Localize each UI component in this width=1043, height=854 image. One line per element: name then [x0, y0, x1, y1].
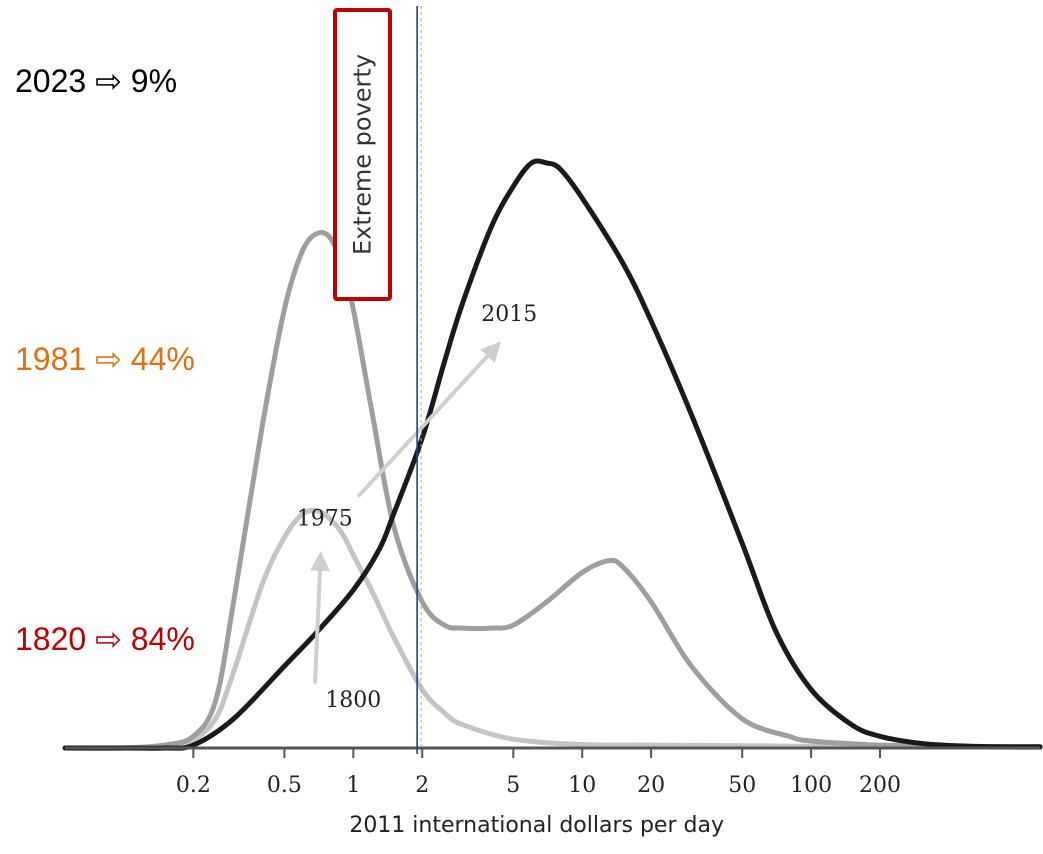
x-tick-label: 20 [637, 773, 665, 798]
series-layer [62, 158, 1043, 751]
stat-1820: 1820 ⇨ 84% [15, 621, 195, 657]
x-tick-label: 0.5 [267, 773, 302, 798]
x-tick-label: 2 [415, 773, 429, 798]
x-tick-label: 200 [859, 773, 901, 798]
x-tick-label: 1 [346, 773, 360, 798]
series-line-1975 [62, 230, 1043, 751]
series-line-1800 [62, 507, 1043, 751]
x-axis: 0.2 0.5 1 2 5 10 20 50 100 200 2011 international … [65, 746, 1040, 838]
series-line-2015 [62, 158, 1043, 751]
x-tick-label: 100 [790, 773, 832, 798]
growth-arrow [356, 341, 502, 498]
x-axis-title: 2011 international dollars per day [349, 813, 724, 838]
year-label-1975: 1975 [297, 507, 353, 532]
poverty-label-box [333, 8, 392, 301]
year-label-1800: 1800 [325, 688, 381, 713]
x-tick-label: 5 [506, 773, 520, 798]
side-stats: 2023 ⇨ 9% 1981 ⇨ 44% 1820 ⇨ 84% [15, 63, 195, 657]
poverty-label: Extreme poverty [349, 54, 377, 255]
year-label-2015: 2015 [481, 302, 537, 327]
x-tick-label: 0.2 [176, 773, 211, 798]
growth-arrow [309, 550, 330, 684]
poverty-line-group: Extreme poverty [333, 6, 422, 754]
x-tick-label: 10 [568, 773, 596, 798]
x-tick-label: 50 [728, 773, 756, 798]
annotations: 1800 1975 2015 [297, 302, 538, 713]
stat-1981: 1981 ⇨ 44% [15, 341, 195, 377]
stat-2023: 2023 ⇨ 9% [15, 63, 177, 99]
